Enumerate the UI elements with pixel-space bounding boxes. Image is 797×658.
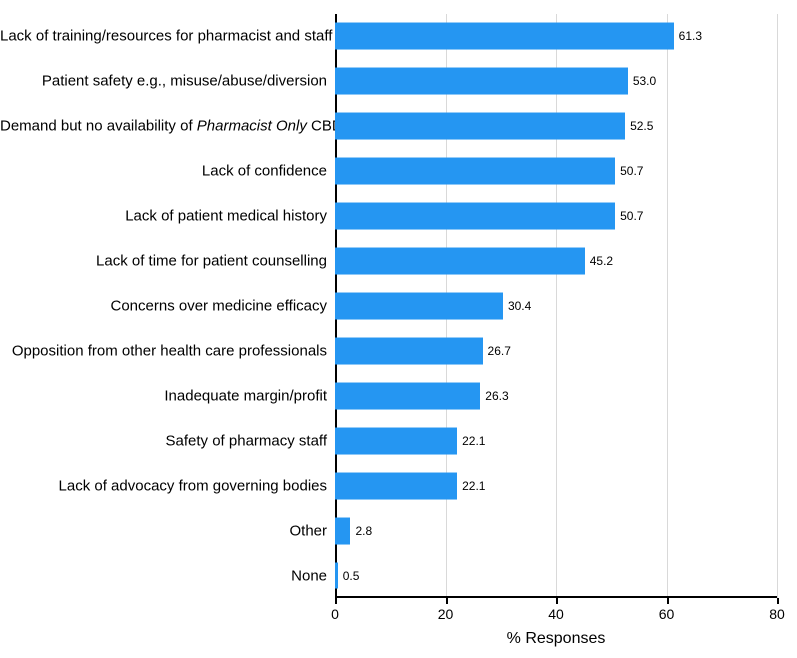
x-tick-label: 60 bbox=[659, 606, 675, 622]
bar-value-label: 50.7 bbox=[620, 164, 643, 178]
bar-value-label: 22.1 bbox=[462, 479, 485, 493]
bar-value-label: 26.7 bbox=[488, 344, 511, 358]
category-label: Lack of patient medical history bbox=[0, 208, 335, 225]
bar bbox=[335, 293, 503, 320]
bar bbox=[335, 68, 628, 95]
bar-row: Opposition from other health care profes… bbox=[335, 328, 777, 373]
bar-row: None0.5 bbox=[335, 553, 777, 598]
x-axis-title: % Responses bbox=[507, 630, 606, 648]
bar-row: Other2.8 bbox=[335, 508, 777, 553]
x-tick bbox=[556, 598, 558, 604]
bar-value-label: 2.8 bbox=[355, 524, 372, 538]
bar bbox=[335, 472, 457, 499]
bar-row: Lack of time for patient counselling45.2 bbox=[335, 239, 777, 284]
bar-row: Patient safety e.g., misuse/abuse/divers… bbox=[335, 59, 777, 104]
x-tick-label: 80 bbox=[769, 606, 785, 622]
bar-value-label: 61.3 bbox=[679, 29, 702, 43]
bar bbox=[335, 113, 625, 140]
x-tick bbox=[446, 598, 448, 604]
category-label: Patient safety e.g., misuse/abuse/divers… bbox=[0, 73, 335, 90]
bar-value-label: 26.3 bbox=[485, 389, 508, 403]
category-label: Lack of confidence bbox=[0, 163, 335, 180]
category-label: None bbox=[0, 567, 335, 584]
category-label: Inadequate margin/profit bbox=[0, 387, 335, 404]
bar-value-label: 45.2 bbox=[590, 254, 613, 268]
bar bbox=[335, 158, 615, 185]
x-tick bbox=[667, 598, 669, 604]
bar bbox=[335, 203, 615, 230]
x-tick bbox=[777, 598, 779, 604]
bar bbox=[335, 517, 350, 544]
bar bbox=[335, 382, 480, 409]
gridline bbox=[777, 14, 778, 598]
x-tick-label: 20 bbox=[438, 606, 454, 622]
bar-value-label: 22.1 bbox=[462, 434, 485, 448]
category-label: Lack of time for patient counselling bbox=[0, 253, 335, 270]
x-tick-label: 0 bbox=[331, 606, 339, 622]
bar-row: Lack of training/resources for pharmacis… bbox=[335, 14, 777, 59]
bar bbox=[335, 562, 338, 589]
category-label: Demand but no availability of Pharmacist… bbox=[0, 118, 335, 135]
category-label: Opposition from other health care profes… bbox=[0, 342, 335, 359]
bar-row: Lack of patient medical history50.7 bbox=[335, 194, 777, 239]
bar-value-label: 50.7 bbox=[620, 209, 643, 223]
bar-row: Inadequate margin/profit26.3 bbox=[335, 373, 777, 418]
category-label: Lack of advocacy from governing bodies bbox=[0, 477, 335, 494]
category-label: Lack of training/resources for pharmacis… bbox=[0, 28, 335, 45]
barriers-bar-chart: 0 20 40 60 80 % Responses Lack of training/res… bbox=[0, 0, 797, 658]
bar bbox=[335, 248, 585, 275]
bar-value-label: 30.4 bbox=[508, 299, 531, 313]
x-tick bbox=[335, 598, 337, 604]
bar bbox=[335, 23, 674, 50]
bar bbox=[335, 427, 457, 454]
bar-row: Safety of pharmacy staff22.1 bbox=[335, 418, 777, 463]
x-tick-label: 40 bbox=[548, 606, 564, 622]
category-label: Concerns over medicine efficacy bbox=[0, 297, 335, 314]
bar-value-label: 52.5 bbox=[630, 119, 653, 133]
bar-row: Lack of confidence50.7 bbox=[335, 149, 777, 194]
bar-row: Concerns over medicine efficacy30.4 bbox=[335, 284, 777, 329]
bar-row: Lack of advocacy from governing bodies22… bbox=[335, 463, 777, 508]
bar-row: Demand but no availability of Pharmacist… bbox=[335, 104, 777, 149]
bar-value-label: 0.5 bbox=[343, 569, 360, 583]
bar bbox=[335, 337, 483, 364]
category-label: Safety of pharmacy staff bbox=[0, 432, 335, 449]
bar-value-label: 53.0 bbox=[633, 74, 656, 88]
plot-area: 020406080% ResponsesLack of training/res… bbox=[335, 14, 777, 598]
category-label: Other bbox=[0, 522, 335, 539]
